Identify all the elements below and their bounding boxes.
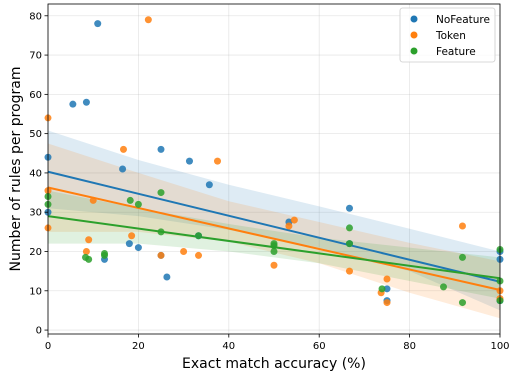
feature-point — [345, 224, 353, 232]
nofeature-regression-line — [47, 170, 501, 283]
token-point — [82, 248, 90, 255]
axis-ticks: 0 20 40 60 80 100 0 10 20 30 40 50 60 70 80 — [29, 11, 509, 352]
legend-label-nofeature: NoFeature — [436, 14, 490, 26]
feature-point — [458, 299, 466, 307]
nofeature-point — [119, 165, 127, 173]
x-tick-label: 100 — [490, 341, 509, 352]
token-point — [180, 248, 188, 255]
nofeature-point — [134, 244, 142, 252]
legend-box — [399, 7, 496, 63]
legend-label-feature: Feature — [436, 46, 476, 58]
feature-point — [126, 196, 134, 204]
y-tick-label: 50 — [29, 129, 42, 140]
token-regression-line — [47, 186, 501, 291]
token-point — [144, 16, 152, 24]
token-point — [290, 216, 298, 224]
nofeature-point — [383, 285, 391, 293]
token-confidence-band — [48, 143, 500, 319]
y-tick-label: 80 — [29, 11, 42, 22]
feature-point — [440, 283, 447, 291]
token-point — [128, 232, 136, 240]
feature-point — [134, 200, 142, 208]
feature-point — [270, 248, 278, 255]
token-point — [345, 267, 353, 275]
nofeature-confidence-band — [48, 130, 500, 311]
token-point — [458, 222, 466, 230]
token-point — [285, 222, 293, 230]
legend-marker-token — [410, 31, 418, 39]
grid — [47, 4, 501, 334]
token-point — [85, 236, 93, 244]
nofeature-point — [157, 145, 165, 153]
feature-point — [270, 240, 278, 248]
legend: NoFeature Token Feature — [399, 7, 496, 63]
y-tick-label: 30 — [29, 208, 42, 219]
nofeature-point — [345, 204, 353, 212]
token-point — [195, 251, 203, 259]
token-point — [119, 145, 127, 153]
y-tick-label: 0 — [36, 326, 42, 337]
feature-point — [458, 253, 466, 261]
x-tick-label: 80 — [403, 341, 416, 352]
nofeature-point — [185, 157, 193, 165]
x-axis-label: Exact match accuracy (%) — [182, 356, 366, 372]
y-axis-label: Number of rules per program — [8, 67, 24, 272]
token-point — [89, 196, 97, 204]
feature-point — [101, 251, 108, 259]
token-point — [157, 251, 165, 259]
y-tick-label: 10 — [29, 286, 42, 297]
x-tick-label: 20 — [132, 341, 145, 352]
x-tick-label: 60 — [313, 341, 326, 352]
y-tick-label: 70 — [29, 51, 42, 62]
legend-label-token: Token — [435, 30, 466, 42]
legend-marker-feature — [410, 47, 418, 55]
feature-point — [85, 255, 93, 263]
nofeature-point — [125, 240, 133, 248]
token-point — [270, 261, 278, 269]
y-tick-label: 20 — [29, 247, 42, 258]
y-tick-label: 40 — [29, 168, 42, 179]
nofeature-point — [69, 100, 77, 108]
plot-frame — [47, 3, 501, 335]
nofeature-point — [94, 20, 102, 28]
feature-point — [157, 189, 165, 197]
x-tick-label: 40 — [222, 341, 235, 352]
token-point — [214, 157, 221, 165]
nofeature-point — [163, 273, 171, 281]
nofeature-point — [82, 98, 90, 106]
y-tick-label: 60 — [29, 90, 42, 101]
feature-point — [345, 240, 353, 248]
token-point — [383, 299, 391, 307]
feature-point — [378, 285, 386, 293]
x-tick-label: 0 — [45, 341, 51, 352]
feature-point — [157, 228, 165, 236]
token-point — [383, 275, 391, 283]
nofeature-point — [205, 181, 213, 189]
data-points — [44, 16, 504, 307]
feature-point — [195, 232, 203, 240]
legend-marker-nofeature — [410, 15, 418, 23]
